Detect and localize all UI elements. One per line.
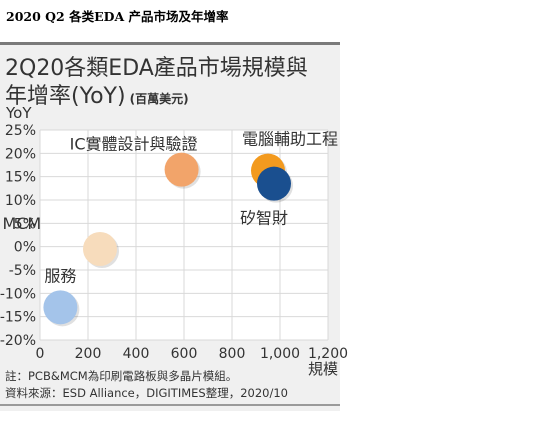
x-tick-label: 200: [75, 346, 102, 362]
x-tick-label: 600: [171, 346, 198, 362]
y-tick-label: 5%: [14, 216, 36, 232]
chart-source: 資料來源：ESD Alliance，DIGITIMES整理，2020/10: [5, 386, 288, 400]
bubble-label: PCB & MCM: [0, 214, 41, 233]
chart-title-yoy: 年增率(YoY): [5, 84, 126, 109]
x-tick-label: 800: [219, 346, 246, 362]
bubble-label: IC實體設計與驗證: [70, 135, 198, 154]
bubble-point: [43, 290, 78, 325]
chart-note: 註：PCB&MCM為印刷電路板與多晶片模組。: [5, 369, 238, 383]
bubble-label: 電腦輔助工程: [242, 130, 338, 149]
chart-title-line1: 2Q20各類EDA產品市場規模與: [5, 56, 308, 81]
y-tick-label: -10%: [0, 286, 36, 302]
x-axis-label: 規模: [308, 360, 338, 378]
bubble-label: 服務: [44, 266, 76, 285]
bubble-point: [83, 232, 117, 266]
card-bottom-rule: [0, 404, 340, 406]
x-tick-label: 0: [36, 346, 45, 362]
bubble-label: 矽智財: [240, 209, 288, 228]
figure-caption: 2020 Q2 各类EDA 产品市场及年增率: [6, 9, 229, 24]
chart-unit: (百萬美元): [129, 92, 189, 106]
x-tick-label: 400: [123, 346, 150, 362]
y-tick-label: 20%: [5, 146, 36, 162]
chart-title-line2: 年增率(YoY) (百萬美元): [5, 78, 189, 110]
y-axis-label: YoY: [5, 104, 32, 122]
bubble-point: [257, 166, 291, 201]
bubble-point: [164, 152, 199, 187]
y-tick-label: -20%: [0, 333, 36, 349]
x-tick-label: 1,000: [260, 346, 300, 362]
y-tick-label: 10%: [5, 193, 36, 209]
y-tick-label: 25%: [5, 123, 36, 139]
y-tick-label: 15%: [5, 170, 36, 186]
y-tick-label: -5%: [9, 263, 36, 279]
x-tick-label: 1,200: [308, 346, 348, 362]
y-tick-label: 0%: [14, 240, 36, 256]
y-tick-label: -15%: [0, 310, 36, 326]
